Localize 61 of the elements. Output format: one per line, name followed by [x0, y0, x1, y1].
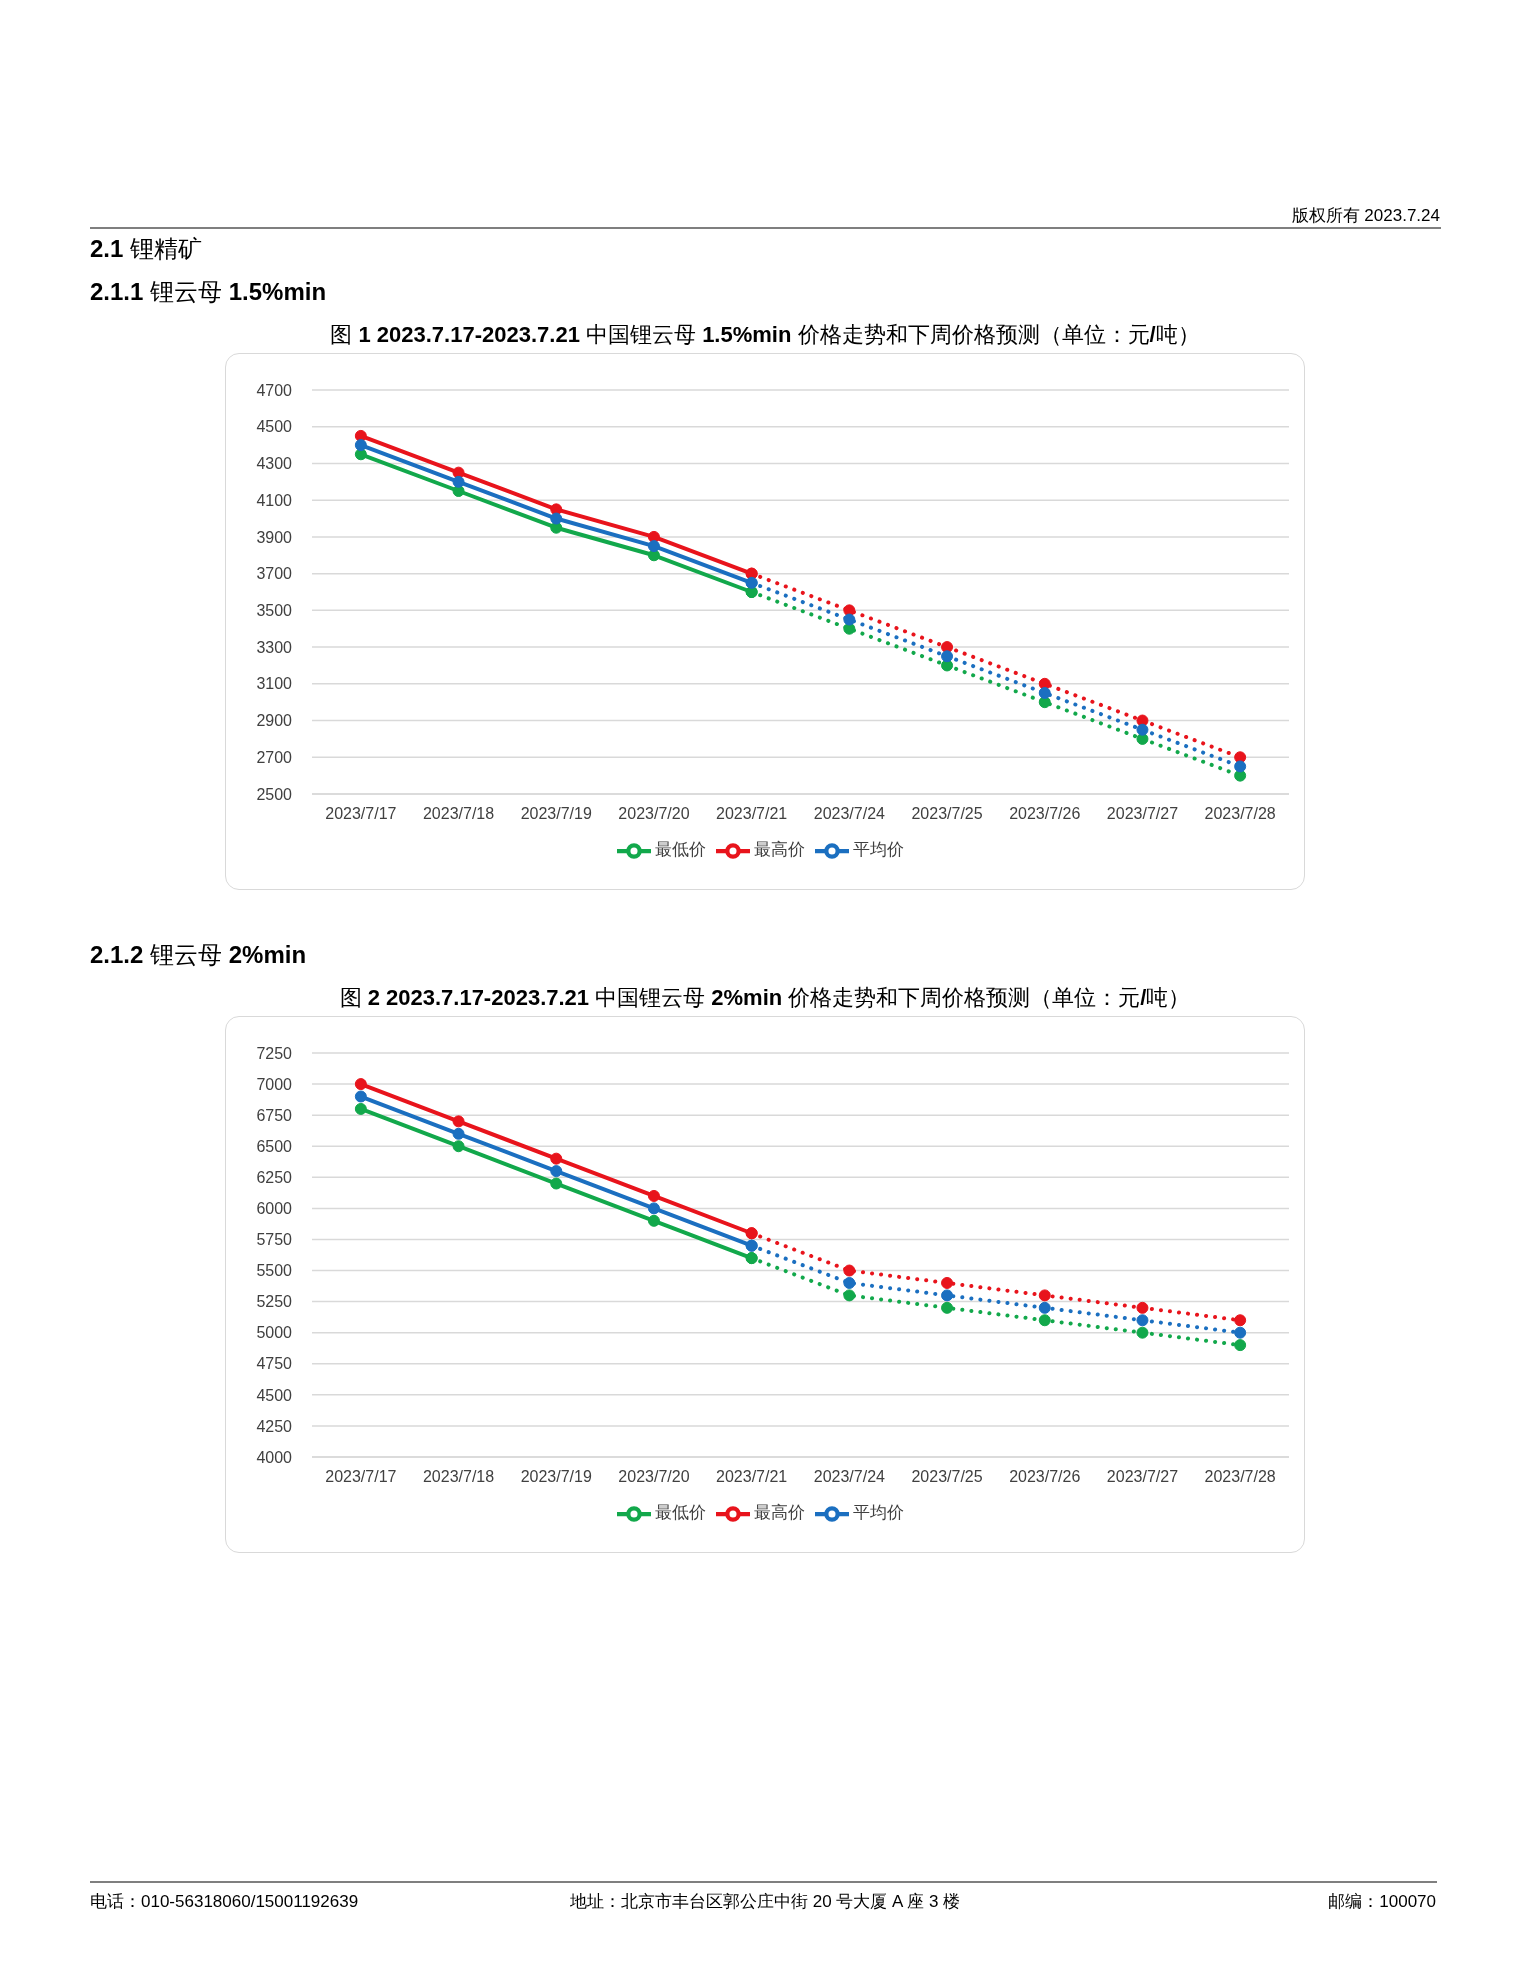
- x-tick-label: 2023/7/24: [813, 805, 886, 823]
- y-tick-label: 4300: [256, 455, 293, 473]
- legend-label: 最高价: [754, 839, 805, 859]
- y-tick-label: 4100: [256, 491, 293, 509]
- x-tick-label: 2023/7/20: [618, 805, 690, 823]
- legend-label: 平均价: [853, 839, 904, 859]
- y-tick-label: 7000: [256, 1075, 293, 1093]
- text: 2.1.1 锂云母 1.5%min: [90, 278, 327, 305]
- x-tick-label: 2023/7/19: [520, 1468, 592, 1486]
- y-tick-label: 3700: [256, 565, 293, 583]
- y-tick-label: 4250: [256, 1417, 293, 1435]
- x-tick-label: 2023/7/18: [422, 1468, 495, 1486]
- x-tick-label: 2023/7/20: [618, 1468, 690, 1486]
- text: 电话：010-56318060/15001192639: [90, 1892, 359, 1911]
- y-tick-label: 5500: [256, 1262, 293, 1280]
- y-tick-label: 4500: [256, 1386, 293, 1404]
- chart-title: 图 2 2023.7.17-2023.7.21 中国锂云母 2%min 价格走势和下周价格预测（单位：元/吨）: [339, 985, 1191, 1010]
- x-tick-label: 2023/7/17: [325, 805, 397, 823]
- y-tick-label: 3900: [256, 528, 293, 546]
- y-tick-label: 3500: [256, 602, 293, 620]
- y-tick-label: 3300: [256, 638, 293, 656]
- y-tick-label: 3100: [256, 675, 293, 693]
- legend-label: 平均价: [853, 1502, 904, 1522]
- x-tick-label: 2023/7/28: [1204, 1468, 1276, 1486]
- y-tick-label: 2900: [256, 712, 293, 730]
- y-tick-label: 4750: [256, 1355, 293, 1373]
- x-tick-label: 2023/7/25: [911, 1468, 983, 1486]
- y-tick-label: 6250: [256, 1168, 293, 1186]
- chart-title: 图 1 2023.7.17-2023.7.21 中国锂云母 1.5%min 价格走势和下周价格预测（单位：元/吨）: [330, 322, 1200, 347]
- y-tick-label: 5000: [256, 1324, 293, 1342]
- x-tick-label: 2023/7/21: [716, 1468, 788, 1486]
- text: 版权所有 2023.7.24: [1291, 206, 1440, 225]
- y-tick-label: 4500: [256, 418, 293, 436]
- y-tick-label: 2700: [256, 748, 293, 766]
- y-tick-label: 6000: [256, 1200, 293, 1218]
- x-tick-label: 2023/7/19: [520, 805, 592, 823]
- x-tick-label: 2023/7/27: [1106, 805, 1179, 823]
- y-tick-label: 7250: [256, 1044, 293, 1062]
- x-tick-label: 2023/7/28: [1204, 805, 1276, 823]
- y-tick-label: 5750: [256, 1231, 293, 1249]
- x-tick-label: 2023/7/26: [1009, 1468, 1081, 1486]
- x-tick-label: 2023/7/27: [1106, 1468, 1179, 1486]
- text: 2.1.2 锂云母 2%min: [90, 941, 307, 968]
- legend-label: 最低价: [655, 839, 706, 859]
- x-tick-label: 2023/7/18: [422, 805, 495, 823]
- legend-label: 最低价: [655, 1502, 706, 1522]
- text: 2.1 锂精矿: [90, 235, 203, 262]
- x-tick-label: 2023/7/24: [813, 1468, 886, 1486]
- y-tick-label: 6750: [256, 1106, 293, 1124]
- x-tick-label: 2023/7/17: [325, 1468, 397, 1486]
- y-tick-label: 2500: [256, 785, 293, 803]
- y-tick-label: 4700: [256, 381, 293, 399]
- x-tick-label: 2023/7/25: [911, 805, 983, 823]
- y-tick-label: 5250: [256, 1293, 293, 1311]
- text: 邮编：100070: [1328, 1892, 1436, 1911]
- y-tick-label: 4000: [256, 1448, 293, 1466]
- x-tick-label: 2023/7/21: [716, 805, 788, 823]
- text: 地址：北京市丰台区郭公庄中街 20 号大厦 A 座 3 楼: [570, 1892, 961, 1911]
- x-tick-label: 2023/7/26: [1009, 805, 1081, 823]
- legend-label: 最高价: [754, 1502, 805, 1522]
- y-tick-label: 6500: [256, 1137, 293, 1155]
